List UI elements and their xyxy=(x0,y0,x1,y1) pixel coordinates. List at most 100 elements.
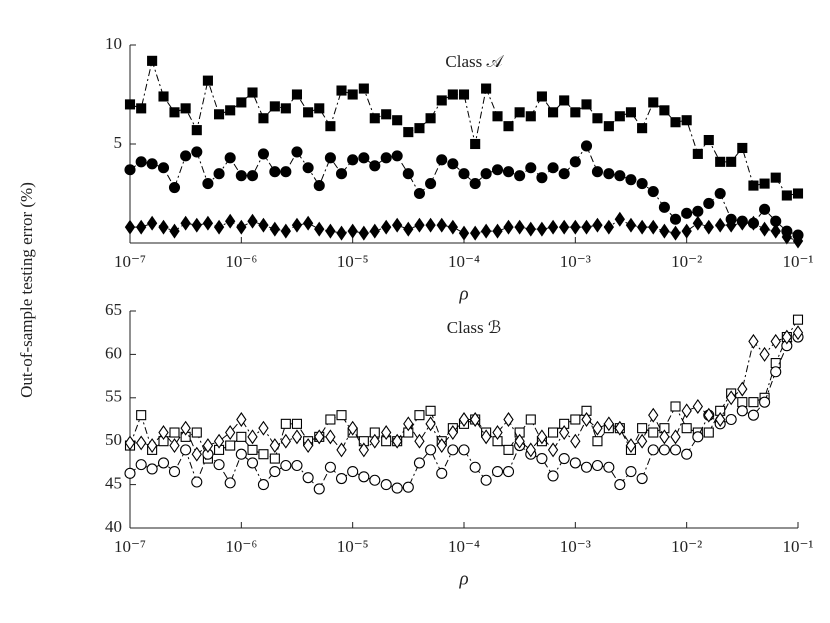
y-tick-label: 55 xyxy=(105,387,122,406)
marker-square xyxy=(503,121,514,132)
marker-diamond xyxy=(670,225,681,241)
marker-circle xyxy=(514,170,526,182)
marker-diamond xyxy=(369,223,380,239)
x-tick-label: 10⁻⁵ xyxy=(337,537,369,556)
marker-circle xyxy=(257,148,270,160)
marker-circle xyxy=(447,158,459,170)
marker-circle xyxy=(224,477,236,489)
marker-square xyxy=(414,410,425,421)
marker-circle xyxy=(502,166,515,178)
marker-diamond xyxy=(436,217,447,233)
marker-diamond xyxy=(592,420,603,436)
marker-diamond xyxy=(403,221,414,237)
marker-diamond xyxy=(603,416,615,432)
marker-square xyxy=(792,188,804,199)
x-tick-label: 10⁻² xyxy=(671,252,702,271)
marker-circle xyxy=(692,431,704,443)
marker-diamond xyxy=(681,223,692,239)
marker-square xyxy=(225,105,236,116)
marker-square xyxy=(202,75,213,86)
marker-circle xyxy=(347,154,359,166)
marker-square xyxy=(291,89,303,100)
marker-square xyxy=(792,314,804,325)
marker-circle xyxy=(358,471,370,483)
marker-diamond xyxy=(202,438,214,454)
marker-square xyxy=(269,101,280,112)
marker-square xyxy=(525,414,536,425)
marker-diamond xyxy=(369,433,380,449)
marker-circle xyxy=(558,453,570,465)
marker-circle xyxy=(603,461,615,473)
y-tick-label: 50 xyxy=(105,430,122,449)
marker-diamond xyxy=(480,429,492,445)
marker-diamond xyxy=(536,429,548,445)
marker-diamond xyxy=(425,416,436,432)
marker-circle xyxy=(335,168,348,180)
marker-diamond xyxy=(614,420,625,436)
marker-diamond xyxy=(458,225,470,241)
marker-diamond xyxy=(447,219,459,235)
y-tick-label: 5 xyxy=(114,133,123,152)
marker-diamond xyxy=(258,217,269,233)
marker-circle xyxy=(269,166,281,178)
marker-circle xyxy=(235,448,247,460)
marker-diamond xyxy=(547,442,559,458)
marker-diamond xyxy=(425,217,436,233)
marker-square xyxy=(470,138,481,150)
marker-diamond xyxy=(792,325,804,341)
x-axis-label: ρ xyxy=(458,568,468,589)
marker-diamond xyxy=(570,433,581,449)
marker-square xyxy=(637,123,648,134)
marker-circle xyxy=(647,444,659,456)
marker-circle xyxy=(603,168,615,180)
marker-diamond xyxy=(759,346,770,362)
marker-square xyxy=(570,107,581,118)
x-tick-label: 10⁻⁷ xyxy=(114,537,146,556)
marker-diamond xyxy=(737,215,748,231)
marker-diamond xyxy=(648,219,659,235)
marker-circle xyxy=(146,158,158,170)
marker-circle xyxy=(202,178,214,190)
marker-circle xyxy=(658,201,670,213)
marker-circle xyxy=(569,156,581,168)
marker-diamond xyxy=(503,412,514,427)
marker-diamond xyxy=(681,403,692,419)
marker-diamond xyxy=(636,219,648,235)
marker-square xyxy=(236,431,247,442)
marker-square xyxy=(548,427,559,438)
marker-circle xyxy=(436,467,448,479)
marker-diamond xyxy=(492,425,503,440)
marker-circle xyxy=(569,457,581,469)
marker-diamond xyxy=(180,215,191,231)
x-tick-label: 10⁻¹ xyxy=(782,537,813,556)
marker-square xyxy=(347,89,358,100)
marker-square xyxy=(136,103,147,114)
marker-circle xyxy=(480,474,492,486)
marker-diamond xyxy=(514,219,525,235)
marker-circle xyxy=(669,444,682,456)
x-tick-label: 10⁻¹ xyxy=(782,252,813,271)
marker-diamond xyxy=(447,425,459,440)
marker-diamond xyxy=(213,219,225,235)
marker-circle xyxy=(458,168,470,180)
y-tick-label: 65 xyxy=(105,300,122,319)
marker-circle xyxy=(335,472,348,485)
marker-circle xyxy=(402,481,414,493)
marker-square xyxy=(748,397,759,408)
marker-circle xyxy=(280,166,292,178)
marker-circle xyxy=(491,466,504,478)
marker-diamond xyxy=(592,217,603,233)
marker-square xyxy=(625,107,637,118)
marker-diamond xyxy=(169,223,180,239)
marker-circle xyxy=(291,146,303,158)
marker-circle xyxy=(180,150,192,162)
marker-circle xyxy=(480,168,492,180)
marker-square xyxy=(169,427,180,438)
marker-circle xyxy=(135,459,147,471)
marker-square xyxy=(692,148,703,159)
x-tick-label: 10⁻² xyxy=(671,537,702,556)
marker-diamond xyxy=(725,217,737,233)
marker-circle xyxy=(558,168,570,180)
marker-diamond xyxy=(302,438,314,454)
